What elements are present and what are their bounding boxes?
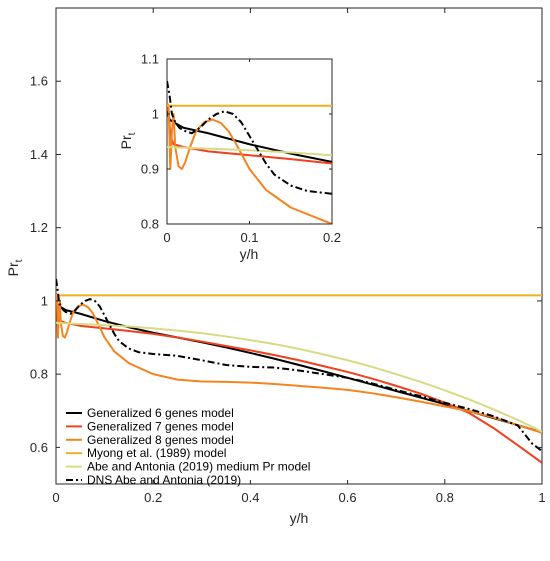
inset-y-tick-label: 1 — [152, 107, 159, 122]
main-y-tick-label: 0.8 — [30, 367, 48, 382]
main-x-tick-label: 0.6 — [339, 490, 357, 505]
main-x-tick-label: 0 — [52, 490, 59, 505]
legend-label-6: DNS Abe and Antonia (2019) — [87, 473, 241, 487]
main-y-tick-label: 1 — [41, 293, 48, 308]
main-series-line-6 — [56, 278, 542, 452]
main-series-group — [56, 278, 542, 464]
inset-y-axis-label-main: Pr — [118, 135, 134, 149]
inset-x-tick-label: 0.2 — [323, 230, 341, 245]
inset-series-group — [167, 80, 332, 224]
main-y-axis-label-main: Pr — [5, 262, 21, 276]
legend-label-3: Generalized 8 genes model — [87, 433, 234, 447]
inset-y-tick-label: 0.9 — [141, 162, 159, 177]
main-y-tick-label: 1.2 — [30, 220, 48, 235]
svg-text:Prt: Prt — [5, 259, 25, 276]
main-x-tick-label: 1 — [538, 490, 545, 505]
inset-plot-area — [166, 58, 333, 225]
inset-series-line-6 — [167, 80, 332, 195]
main-x-tick-label: 0.2 — [144, 490, 162, 505]
main-y-tick-label: 1.4 — [30, 147, 48, 162]
inset-y-axis-label-sub: t — [127, 132, 138, 135]
inset-x-tick-label: 0.1 — [240, 230, 258, 245]
legend-label-5: Abe and Antonia (2019) medium Pr model — [87, 460, 310, 474]
legend-label-1: Generalized 6 genes model — [87, 406, 234, 420]
inset-axes: 0 0.1 0.2 0.8 0.9 1 1.1 y/h Prt — [118, 52, 341, 263]
inset-ticks-group: 0 0.1 0.2 0.8 0.9 1 1.1 — [141, 52, 341, 246]
main-series-line-5 — [56, 321, 542, 433]
inset-series-line-1 — [167, 108, 332, 163]
legend-label-4: Myong et al. (1989) model — [87, 446, 226, 460]
inset-y-tick-label: 0.8 — [141, 217, 159, 232]
main-x-tick-label: 0.8 — [436, 490, 454, 505]
main-x-axis-label: y/h — [290, 510, 309, 526]
inset-series-line-5 — [167, 146, 332, 157]
inset-y-tick-label: 1.1 — [141, 52, 159, 67]
inset-x-axis-label: y/h — [240, 246, 259, 262]
legend-label-2: Generalized 7 genes model — [87, 419, 234, 433]
inset-x-tick-label: 0 — [163, 230, 170, 245]
inset-series-line-3 — [167, 102, 332, 224]
main-series-line-3 — [56, 293, 542, 434]
main-y-axis-label-sub: t — [14, 259, 25, 262]
legend-box — [60, 400, 368, 480]
inset-y-axis-label: Prt — [118, 132, 138, 149]
svg-text:Prt: Prt — [118, 132, 138, 149]
main-y-tick-label: 0.6 — [30, 440, 48, 455]
main-y-axis-label: Prt — [5, 259, 25, 276]
main-y-tick-label: 1.6 — [30, 74, 48, 89]
main-ticks-group: 0 0.2 0.4 0.6 0.8 1 0.6 0.8 1 1.2 1.4 1.6 — [30, 8, 546, 505]
main-x-tick-label: 0.4 — [241, 490, 259, 505]
